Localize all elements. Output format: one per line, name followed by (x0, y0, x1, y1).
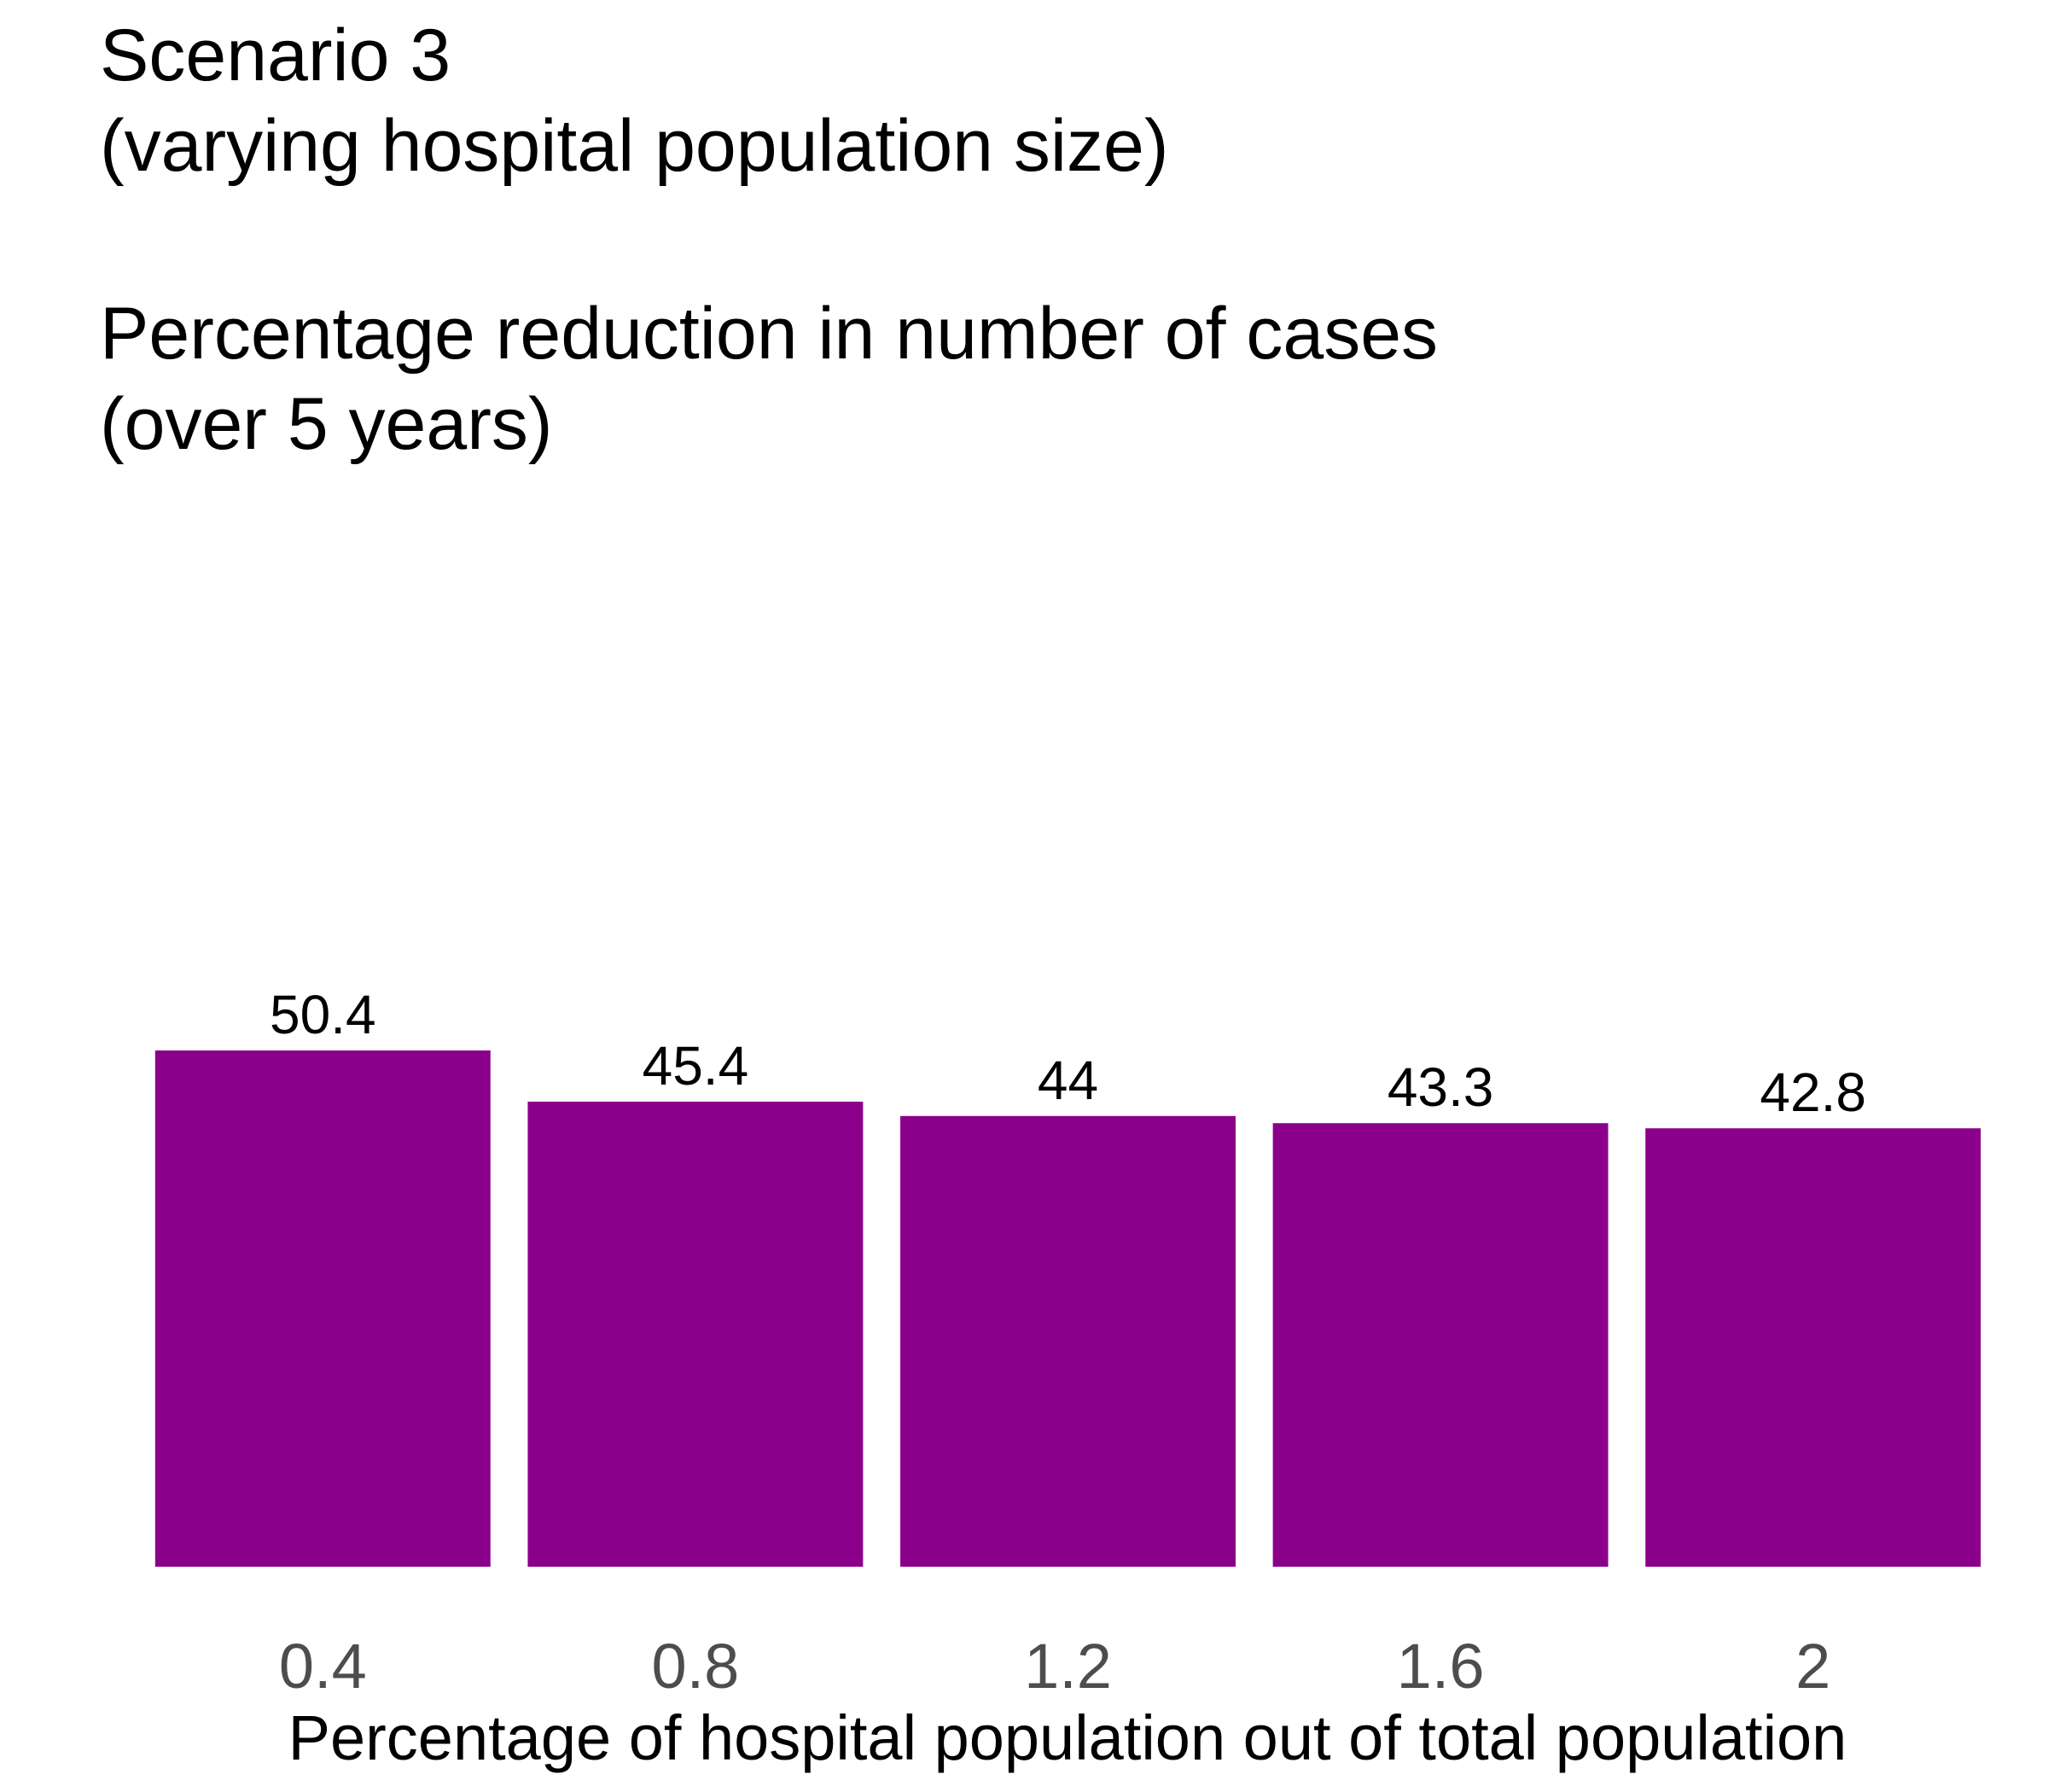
x-axis-ticks-group: 0.4 0.8 1.2 1.6 2 (279, 1631, 1830, 1702)
chart-title-line-4: Percentage reduction in number of cases (100, 293, 1438, 375)
bar-0.8 (527, 1102, 864, 1567)
x-tick-label-0.8: 0.8 (651, 1631, 739, 1702)
bar-2 (1645, 1128, 1981, 1567)
chart-title-line-2: (varying hospital population size) (100, 105, 1168, 187)
x-tick-label-1.6: 1.6 (1397, 1631, 1485, 1702)
bar-0.4 (154, 1050, 491, 1567)
data-label-1.2: 44 (1038, 1050, 1098, 1111)
data-label-1.6: 43.3 (1388, 1056, 1494, 1118)
bars-group (154, 1050, 1981, 1567)
x-axis-title: Percentage of hospital population out of… (288, 1702, 1847, 1773)
bar-1.2 (900, 1115, 1236, 1567)
data-labels-group: 50.4 45.4 44 43.3 42.8 (270, 984, 1866, 1123)
x-tick-label-0.4: 0.4 (279, 1631, 367, 1702)
chart-title-line-1: Scenario 3 (100, 15, 451, 96)
x-tick-label-1.2: 1.2 (1024, 1631, 1112, 1702)
chart-title-line-5: (over 5 years) (100, 383, 553, 465)
x-tick-label-2: 2 (1795, 1631, 1830, 1702)
data-label-2: 42.8 (1760, 1062, 1866, 1123)
data-label-0.4: 50.4 (270, 984, 376, 1045)
chart-title: Scenario 3 (varying hospital population … (100, 15, 1438, 465)
data-label-0.8: 45.4 (643, 1035, 749, 1097)
bar-1.6 (1272, 1123, 1609, 1567)
